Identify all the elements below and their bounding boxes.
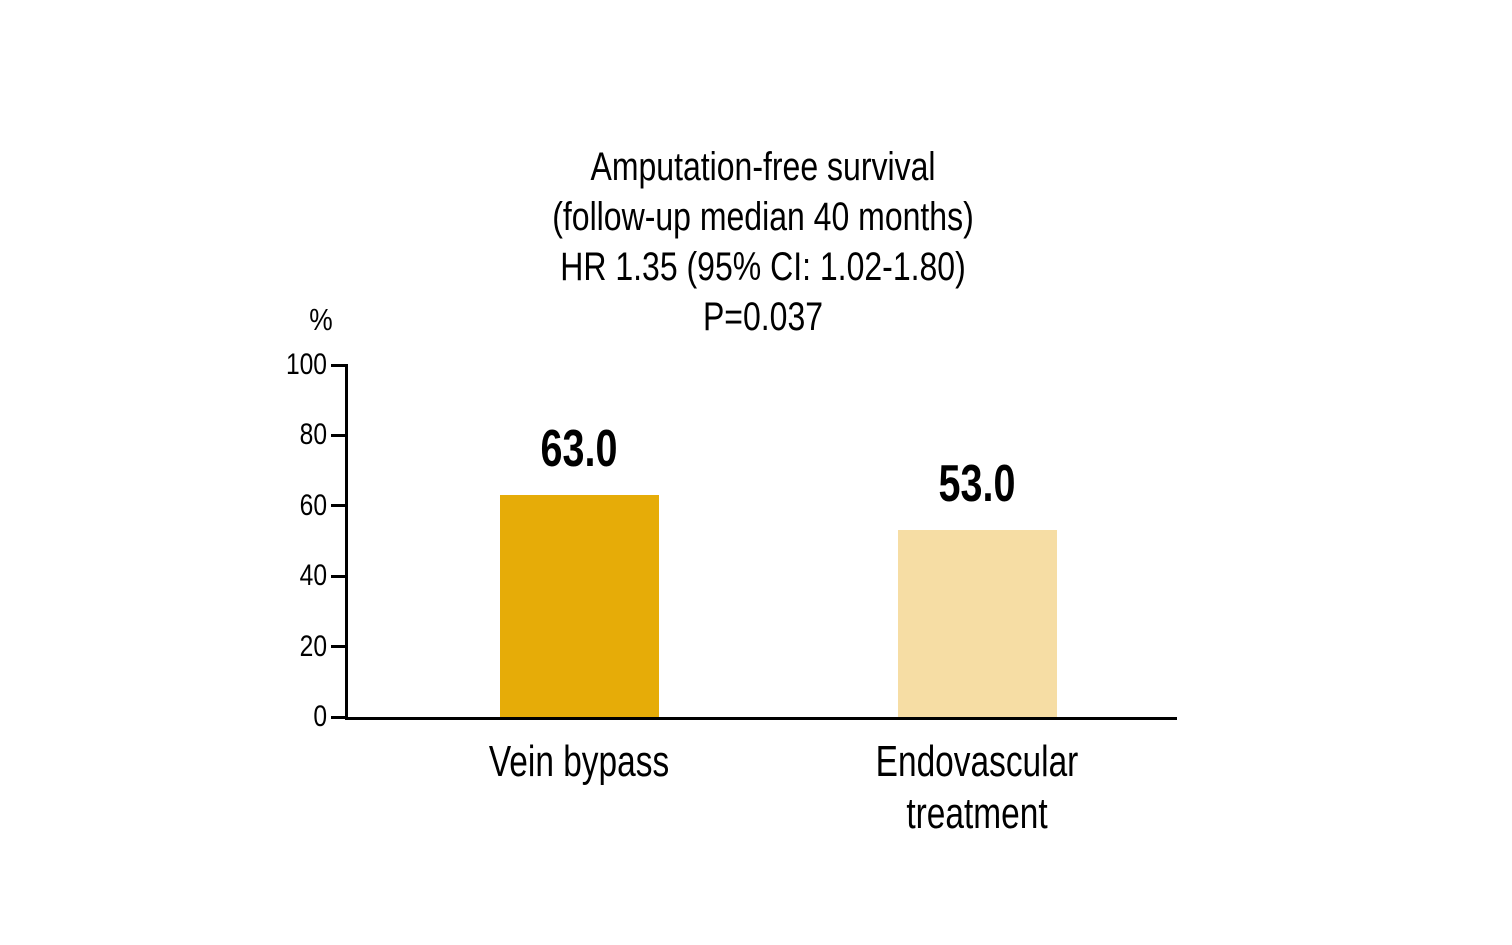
y-tick-label: 40 — [299, 559, 327, 593]
category-label-endovascular-treatment: Endovascular treatment — [875, 737, 1079, 838]
y-tick-mark — [331, 645, 345, 649]
y-tick-label: 80 — [299, 418, 327, 452]
y-tick-label: 0 — [313, 700, 327, 733]
y-axis-line — [345, 364, 348, 720]
y-tick-mark — [331, 363, 345, 367]
category-label-vein-bypass: Vein bypass — [488, 737, 670, 786]
y-axis-unit-label: % — [309, 302, 333, 337]
value-label-endovascular-treatment: 53.0 — [938, 455, 1016, 514]
y-tick-label: 100 — [285, 348, 327, 381]
bar-vein-bypass — [499, 495, 659, 717]
chart-title-line: (follow-up median 40 months) — [552, 195, 974, 239]
y-tick-label: 20 — [299, 629, 327, 663]
y-tick-mark — [331, 433, 345, 437]
y-tick-mark — [331, 504, 345, 508]
chart-title-line: Amputation-free survival — [590, 145, 936, 189]
y-tick-mark — [331, 574, 345, 578]
bar-endovascular-treatment — [897, 530, 1057, 717]
chart-title-line: HR 1.35 (95% CI: 1.02-1.80) — [560, 245, 966, 289]
value-label-vein-bypass: 63.0 — [540, 420, 618, 479]
chart-title: Amputation-free survival (follow-up medi… — [14, 142, 1512, 342]
chart-title-line: P=0.037 — [702, 295, 824, 339]
y-tick-label: 60 — [299, 488, 327, 522]
x-axis-line — [345, 717, 1177, 720]
y-tick-mark — [331, 715, 345, 719]
